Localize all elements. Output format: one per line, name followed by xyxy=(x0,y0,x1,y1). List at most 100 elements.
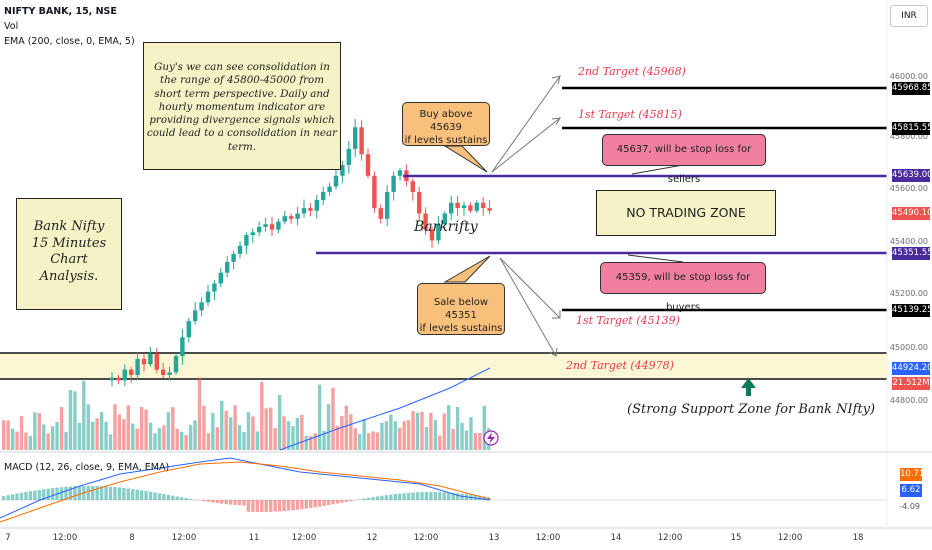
candle-body xyxy=(468,205,473,211)
candle-body xyxy=(474,202,479,211)
candle-body xyxy=(365,154,371,176)
candle-body xyxy=(487,208,492,211)
ema-price-label: 44924.20 xyxy=(892,362,932,375)
volume-bar xyxy=(37,413,41,450)
volume-bar xyxy=(113,404,117,450)
macd-histogram-bar xyxy=(273,500,277,512)
volume-bar xyxy=(162,425,166,450)
sale-callout-line-2: if levels sustains xyxy=(419,323,503,334)
macd-histogram-bar xyxy=(415,492,420,500)
macd-histogram-bar xyxy=(131,489,135,500)
macd-histogram-bar xyxy=(366,497,371,500)
target-2-up-label: 2nd Target (45968) xyxy=(578,65,686,78)
support-zone-label: (Strong Support Zone for Bank NIfty) xyxy=(627,402,876,417)
volume-bar xyxy=(304,435,308,450)
price-tick-45000: 45000.00 xyxy=(889,343,928,352)
macd-histogram-bar xyxy=(148,491,153,500)
time-tick-1200-g: 12:00 xyxy=(777,533,803,543)
candle-body xyxy=(289,216,294,219)
volume-label: 21.512M xyxy=(892,377,930,390)
volume-bar xyxy=(50,426,55,450)
volume-bar xyxy=(86,404,90,450)
macd-histogram-bar xyxy=(242,500,246,506)
macd-value-1: 10.71 xyxy=(900,468,925,481)
macd-histogram-bar xyxy=(73,486,77,500)
volume-bar xyxy=(117,414,122,450)
volume-bar xyxy=(344,405,349,450)
macd-histogram-bar xyxy=(375,496,380,500)
macd-histogram-bar xyxy=(122,487,126,500)
volume-bar xyxy=(28,435,33,450)
volume-bar xyxy=(322,430,326,450)
volume-bar xyxy=(282,416,286,450)
macd-legend: MACD (12, 26, close, 9, EMA, EMA) xyxy=(4,462,170,473)
macd-histogram-bar xyxy=(433,492,438,500)
candle-body xyxy=(173,356,179,373)
macd-histogram-bar xyxy=(166,494,171,500)
volume-bar xyxy=(269,407,273,450)
candle-body xyxy=(436,224,441,241)
candle-body xyxy=(135,358,140,375)
candle-body xyxy=(129,369,134,375)
volume-bar xyxy=(358,434,362,450)
time-tick-7: 7 xyxy=(5,533,11,543)
macd-histogram-bar xyxy=(442,492,446,500)
macd-histogram-bar xyxy=(482,496,486,500)
volume-bar xyxy=(91,421,95,450)
volume-bar xyxy=(331,387,335,450)
volume-bar xyxy=(366,433,371,450)
volume-bar xyxy=(447,405,451,450)
macd-histogram-bar xyxy=(215,500,219,504)
volume-bar xyxy=(411,411,415,450)
macd-histogram-bar xyxy=(24,492,28,500)
macd-histogram-bar xyxy=(402,493,406,500)
candle-body xyxy=(231,253,236,262)
volume-bar xyxy=(246,412,251,450)
price-tick-45200: 45200.00 xyxy=(889,289,928,298)
candle-body xyxy=(423,213,428,230)
volume-bar xyxy=(424,426,429,450)
candle-body xyxy=(391,175,396,192)
macd-histogram-bar xyxy=(420,492,424,500)
macd-histogram-bar xyxy=(438,492,442,500)
volume-bar xyxy=(95,418,99,450)
volume-bars xyxy=(2,377,491,450)
volume-bar xyxy=(464,430,469,450)
lightning-icon xyxy=(483,430,499,446)
candle-body xyxy=(141,358,147,365)
price-label-45351: 45351.55 xyxy=(892,247,932,260)
volume-bar xyxy=(482,405,486,450)
macd-histogram-bar xyxy=(393,494,397,500)
macd-histogram-bar xyxy=(37,489,41,500)
price-label-45139: 45139.25 xyxy=(892,304,932,317)
volume-bar xyxy=(375,432,380,450)
volume-bar xyxy=(206,433,211,450)
macd-histogram-bar xyxy=(126,488,130,500)
ema-legend: EMA (200, close, 0, EMA, 5) xyxy=(4,36,135,47)
candle-body xyxy=(244,235,249,246)
macd-histogram-bar xyxy=(447,492,451,500)
price-tick-46000: 46000.00 xyxy=(889,72,928,81)
volume-bar xyxy=(59,407,64,450)
volume-bar xyxy=(313,433,317,450)
candle-body xyxy=(237,245,243,254)
macd-histogram-bar xyxy=(2,496,6,500)
macd-histogram-bar xyxy=(455,493,460,500)
analysis-note: Guy's we can see consolidation in the ra… xyxy=(143,42,341,170)
macd-histogram-bar xyxy=(286,500,291,511)
currency-button[interactable]: INR xyxy=(890,5,928,27)
macd-histogram-bar xyxy=(237,500,242,506)
candle-body xyxy=(218,272,223,284)
volume-bar xyxy=(451,428,455,450)
title-note: Bank Nifty 15 Minutes Chart Analysis. xyxy=(16,198,122,310)
volume-bar xyxy=(251,416,255,450)
macd-histogram-bar xyxy=(59,487,64,500)
volume-bar xyxy=(473,433,478,450)
volume-bar xyxy=(393,421,397,450)
candle-body xyxy=(276,221,281,230)
volume-bar xyxy=(64,432,68,450)
macd-histogram-bar xyxy=(171,495,175,500)
macd-histogram-bar xyxy=(451,492,455,500)
volume-bar xyxy=(260,381,264,450)
